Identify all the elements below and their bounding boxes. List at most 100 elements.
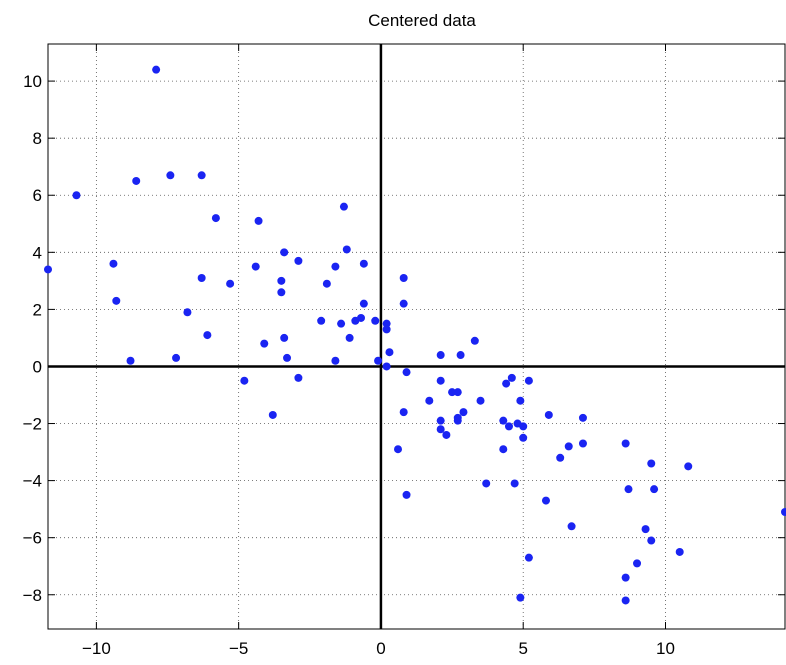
data-point bbox=[456, 351, 465, 360]
data-point bbox=[436, 376, 445, 385]
data-point bbox=[516, 593, 525, 602]
data-point bbox=[240, 376, 249, 385]
data-point bbox=[385, 348, 394, 357]
data-point bbox=[499, 416, 508, 425]
data-point bbox=[359, 299, 368, 308]
data-point bbox=[402, 490, 411, 499]
data-point bbox=[371, 316, 380, 325]
data-point bbox=[317, 316, 326, 325]
data-point bbox=[399, 408, 408, 417]
data-point bbox=[211, 214, 220, 223]
y-tick-label: 10 bbox=[23, 72, 42, 91]
data-point bbox=[402, 368, 411, 377]
data-point bbox=[226, 279, 235, 288]
data-point bbox=[516, 396, 525, 405]
data-point bbox=[499, 445, 508, 454]
data-point bbox=[519, 422, 528, 431]
data-point bbox=[342, 245, 351, 254]
data-point bbox=[436, 351, 445, 360]
data-point bbox=[624, 485, 633, 494]
data-point bbox=[647, 459, 656, 468]
data-point bbox=[453, 416, 462, 425]
data-point bbox=[331, 356, 340, 365]
data-point bbox=[633, 559, 642, 568]
data-point bbox=[675, 547, 684, 556]
data-point bbox=[72, 191, 81, 200]
data-point bbox=[268, 410, 277, 419]
data-point bbox=[684, 462, 693, 471]
data-point bbox=[544, 410, 553, 419]
data-point bbox=[507, 373, 516, 382]
data-point bbox=[172, 353, 181, 362]
data-point bbox=[502, 379, 511, 388]
data-point bbox=[399, 274, 408, 282]
y-tick-label: 2 bbox=[33, 300, 42, 319]
data-point bbox=[251, 262, 260, 271]
x-tick-label: 0 bbox=[376, 639, 385, 658]
data-point bbox=[132, 176, 141, 185]
data-point bbox=[436, 416, 445, 425]
data-point bbox=[277, 288, 286, 297]
data-point bbox=[436, 425, 445, 434]
data-point bbox=[647, 536, 656, 545]
data-point bbox=[152, 65, 161, 74]
data-point bbox=[382, 362, 391, 371]
y-tick-label: 6 bbox=[33, 186, 42, 205]
data-point bbox=[621, 596, 630, 605]
data-point bbox=[394, 445, 403, 454]
data-point bbox=[331, 262, 340, 271]
data-point bbox=[448, 388, 457, 397]
data-point bbox=[564, 442, 573, 451]
data-point bbox=[453, 388, 462, 397]
data-point bbox=[510, 479, 519, 488]
data-point bbox=[541, 496, 550, 505]
data-point bbox=[44, 265, 52, 274]
data-point bbox=[294, 256, 303, 265]
data-point bbox=[283, 353, 292, 362]
y-tick-label: −6 bbox=[23, 529, 42, 548]
data-point bbox=[578, 439, 587, 448]
data-point bbox=[183, 308, 192, 317]
x-tick-label: 10 bbox=[656, 639, 675, 658]
data-point bbox=[567, 522, 576, 531]
data-point bbox=[280, 333, 289, 342]
data-point bbox=[399, 299, 408, 308]
data-point bbox=[109, 259, 118, 268]
data-point bbox=[294, 373, 303, 382]
data-point bbox=[556, 453, 565, 462]
data-point bbox=[650, 485, 659, 494]
data-point bbox=[524, 553, 533, 562]
data-point bbox=[524, 376, 533, 385]
data-point bbox=[339, 202, 348, 211]
data-points bbox=[44, 65, 786, 605]
data-point bbox=[459, 408, 468, 417]
chart-title: Centered data bbox=[368, 11, 476, 30]
data-point bbox=[641, 525, 650, 534]
data-point bbox=[504, 422, 513, 431]
data-point bbox=[345, 333, 354, 342]
data-point bbox=[578, 413, 587, 422]
data-point bbox=[482, 479, 491, 488]
grid-lines bbox=[48, 44, 785, 629]
data-point bbox=[781, 508, 786, 516]
y-tick-label: 8 bbox=[33, 129, 42, 148]
data-point bbox=[280, 248, 289, 257]
axis-ticks: −10 −5 0 5 10 −8 −6 −4 −2 0 2 4 6 8 10 bbox=[23, 44, 785, 658]
data-point bbox=[442, 430, 451, 439]
data-point bbox=[337, 319, 346, 328]
data-point bbox=[621, 573, 630, 582]
data-point bbox=[374, 356, 383, 365]
data-point bbox=[382, 325, 391, 334]
y-tick-label: −8 bbox=[23, 586, 42, 605]
y-tick-label: 0 bbox=[33, 357, 42, 376]
data-point bbox=[260, 339, 269, 348]
data-point bbox=[203, 331, 212, 340]
data-point bbox=[197, 274, 206, 282]
data-point bbox=[359, 259, 368, 268]
data-point bbox=[425, 396, 434, 405]
x-tick-label: −5 bbox=[229, 639, 248, 658]
data-point bbox=[357, 313, 366, 322]
y-tick-label: −4 bbox=[23, 472, 42, 491]
data-point bbox=[519, 433, 528, 442]
